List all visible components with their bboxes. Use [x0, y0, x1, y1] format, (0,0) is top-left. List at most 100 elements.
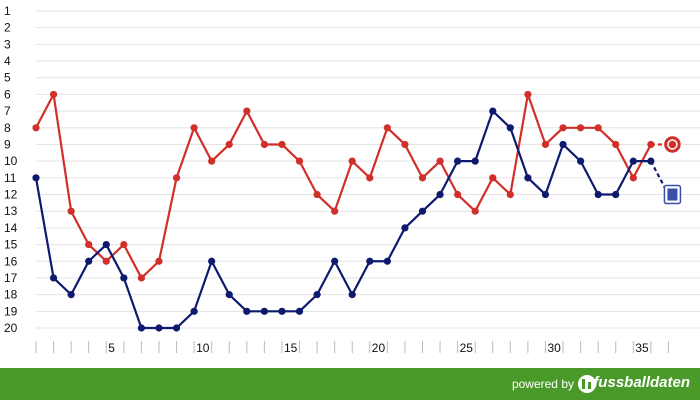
data-point [348, 291, 356, 299]
data-point [612, 140, 620, 149]
data-point [225, 140, 233, 149]
series-2 [32, 107, 682, 332]
data-point [506, 124, 514, 132]
data-point [401, 140, 409, 149]
data-point [489, 174, 497, 182]
crest-shape [662, 134, 683, 155]
data-point [120, 274, 128, 282]
data-point [243, 307, 251, 315]
blue-club-crest-icon [663, 184, 682, 205]
y-tick-label: 12 [4, 188, 18, 202]
data-point [454, 190, 462, 199]
data-point [366, 174, 374, 182]
powered-by-label: powered by [511, 377, 574, 391]
x-tick-label: 25 [460, 341, 474, 355]
y-tick-label: 9 [4, 137, 11, 151]
data-point [559, 140, 567, 149]
y-tick-label: 11 [4, 171, 17, 185]
data-point [612, 190, 620, 199]
data-point [243, 107, 251, 115]
data-point [313, 190, 321, 199]
series-line [35, 93, 652, 280]
data-point [278, 140, 286, 149]
data-point [295, 307, 304, 315]
x-tick-label: 35 [635, 341, 649, 355]
data-point [278, 307, 286, 315]
y-tick-label: 15 [4, 238, 18, 252]
red-club-crest-icon [662, 134, 683, 155]
y-tick-label: 14 [4, 221, 18, 235]
data-point [32, 174, 40, 182]
data-point [506, 190, 514, 199]
data-point [454, 157, 462, 165]
data-point [541, 140, 550, 149]
data-point [102, 240, 110, 249]
y-tick-label: 20 [4, 321, 18, 335]
chart-series [32, 90, 683, 332]
data-point [401, 224, 409, 232]
data-point [155, 257, 163, 265]
data-point [313, 291, 321, 299]
data-point [647, 157, 655, 165]
data-point [155, 324, 163, 332]
x-axis: 5 10 15 20 25 30 35 [35, 341, 669, 355]
data-point [576, 157, 585, 165]
y-tick-label: 13 [4, 204, 18, 218]
crest-mark [667, 188, 678, 201]
data-point [366, 257, 374, 265]
data-point [576, 124, 585, 132]
y-tick-label: 10 [4, 154, 18, 168]
data-point [524, 90, 532, 99]
data-point [331, 257, 339, 265]
data-point [32, 124, 40, 132]
y-tick-label: 3 [4, 37, 11, 51]
data-point [418, 174, 427, 182]
data-point [67, 207, 75, 215]
data-point [524, 174, 532, 182]
data-point [85, 257, 93, 265]
data-point [629, 157, 637, 165]
series-1 [32, 90, 683, 282]
y-tick-label: 2 [4, 21, 11, 35]
y-tick-label: 18 [4, 288, 18, 302]
data-point [559, 124, 567, 132]
data-point [471, 207, 479, 215]
data-point [172, 174, 181, 182]
y-tick-label: 1 [4, 4, 11, 18]
x-tick-label: 15 [284, 341, 298, 355]
data-point [348, 157, 356, 165]
data-point [120, 240, 128, 249]
data-point [383, 124, 391, 132]
data-point [647, 140, 655, 149]
data-point [67, 291, 75, 299]
data-point [208, 257, 216, 265]
data-point [594, 190, 602, 199]
data-point [541, 190, 550, 199]
y-tick-label: 8 [4, 121, 11, 135]
y-tick-label: 17 [4, 271, 18, 285]
data-point [471, 157, 479, 165]
data-point [629, 174, 637, 182]
data-point [172, 324, 181, 332]
brand-name[interactable]: fussballdaten [593, 374, 690, 391]
chart-grid [36, 10, 700, 329]
data-point [436, 157, 444, 165]
data-point [49, 274, 58, 282]
data-point [102, 257, 110, 265]
data-point [49, 90, 58, 99]
y-tick-label: 4 [4, 54, 11, 68]
data-point [208, 157, 216, 165]
crest-mark [667, 139, 678, 150]
data-point [331, 207, 339, 215]
data-point [260, 307, 268, 315]
data-point [260, 140, 268, 149]
data-point [594, 124, 602, 132]
data-point [137, 274, 146, 282]
data-point [85, 240, 93, 249]
y-tick-label: 19 [4, 304, 18, 318]
data-point [190, 124, 198, 132]
fussballdaten-logo-icon [578, 375, 596, 393]
y-tick-label: 16 [4, 254, 18, 268]
